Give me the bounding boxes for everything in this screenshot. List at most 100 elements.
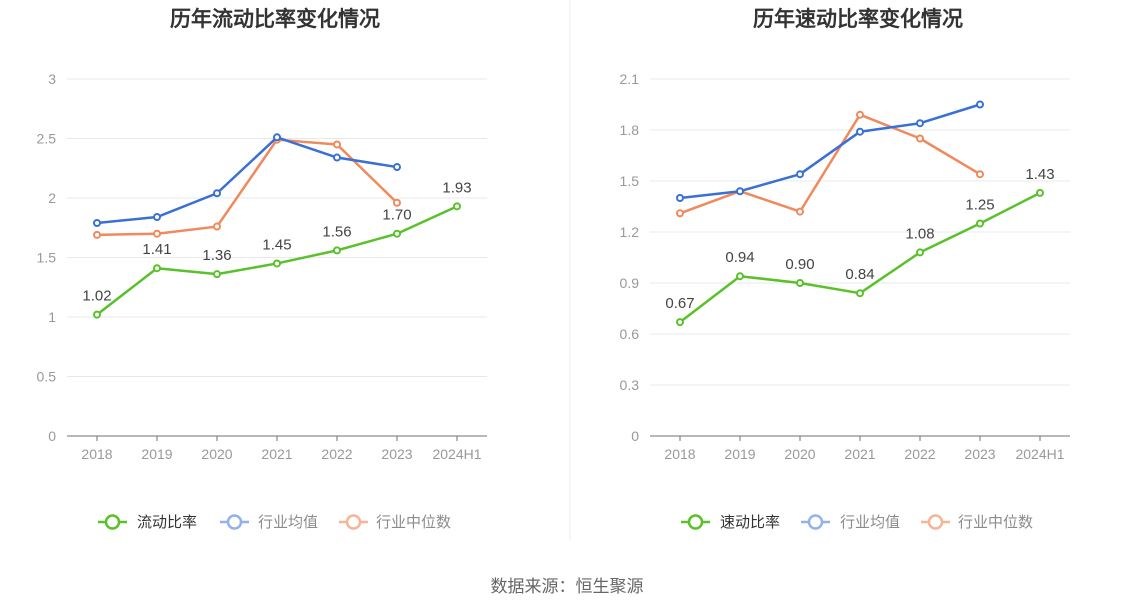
data-point[interactable] xyxy=(676,194,684,202)
data-point[interactable] xyxy=(676,318,684,327)
x-tick-label: 2022 xyxy=(904,446,935,462)
y-tick-label: 0.9 xyxy=(620,275,640,291)
x-tick-label: 2018 xyxy=(664,446,695,462)
data-label: 1.45 xyxy=(262,236,291,253)
data-label: 1.02 xyxy=(82,288,111,305)
data-point[interactable] xyxy=(736,272,744,281)
data-point[interactable] xyxy=(93,218,101,227)
data-label: 1.08 xyxy=(905,225,934,242)
data-point[interactable] xyxy=(153,229,161,238)
data-label: 0.84 xyxy=(845,266,874,283)
data-point[interactable] xyxy=(453,202,461,211)
data-point[interactable] xyxy=(93,310,101,319)
data-point[interactable] xyxy=(856,110,864,119)
data-label: 0.94 xyxy=(725,249,754,266)
x-tick-label: 2022 xyxy=(321,446,352,462)
data-point[interactable] xyxy=(333,140,341,149)
y-tick-label: 0.3 xyxy=(620,377,640,393)
series-line xyxy=(96,136,398,225)
data-point[interactable] xyxy=(273,259,281,268)
plot-quick-ratio: 0 0.3 0.6 0.9 1.2 1.5 1.8 2.1 2018 2019 2020 2021 20… xyxy=(620,71,1070,462)
data-point[interactable] xyxy=(736,187,744,196)
data-point[interactable] xyxy=(273,133,281,142)
series-line xyxy=(96,138,398,237)
x-tick-label: 2021 xyxy=(844,446,875,462)
chart-title-current-ratio: 历年流动比率变化情况 xyxy=(170,7,380,31)
y-tick-label: 1.8 xyxy=(620,122,640,138)
data-point[interactable] xyxy=(333,153,341,162)
y-tick-label: 2.1 xyxy=(620,71,640,87)
data-point[interactable] xyxy=(393,229,401,238)
data-point[interactable] xyxy=(856,127,864,136)
legend-circle-icon xyxy=(807,514,824,530)
data-label: 0.67 xyxy=(665,295,694,312)
y-tick-label: 1.2 xyxy=(620,224,640,240)
x-tick-label: 2019 xyxy=(724,446,755,462)
x-tick-label: 2021 xyxy=(261,446,292,462)
legend-label: 流动比率 xyxy=(137,514,197,531)
x-tick-label: 2019 xyxy=(141,446,172,462)
data-label: 1.93 xyxy=(442,179,471,196)
data-label: 1.43 xyxy=(1025,166,1054,183)
data-point[interactable] xyxy=(213,222,221,231)
legend-circle-icon xyxy=(104,514,121,530)
data-point[interactable] xyxy=(916,134,924,143)
series-line xyxy=(679,113,981,215)
x-tick-label: 2023 xyxy=(381,446,412,462)
data-point[interactable] xyxy=(393,163,401,172)
data-point[interactable] xyxy=(1036,188,1044,197)
y-tick-label: 0 xyxy=(631,428,639,444)
x-tick-label: 2020 xyxy=(201,446,232,462)
y-tick-label: 0 xyxy=(48,428,56,444)
data-point[interactable] xyxy=(856,289,864,298)
data-point[interactable] xyxy=(796,207,804,216)
legend-item-industry-median[interactable]: 行业中位数 xyxy=(339,514,451,531)
data-point[interactable] xyxy=(976,100,984,109)
legend-item-industry-mean[interactable]: 行业均值 xyxy=(801,514,900,531)
data-point[interactable] xyxy=(676,209,684,218)
data-label: 0.90 xyxy=(785,256,814,273)
x-tick-label: 2023 xyxy=(964,446,995,462)
data-point[interactable] xyxy=(393,198,401,207)
data-point[interactable] xyxy=(916,119,924,128)
legend-label: 行业中位数 xyxy=(376,514,451,531)
data-point[interactable] xyxy=(153,264,161,273)
y-tick-label: 0.6 xyxy=(620,326,640,342)
data-point[interactable] xyxy=(796,279,804,287)
legend-circle-icon xyxy=(345,514,362,530)
y-tick-label: 3 xyxy=(48,71,56,87)
chart-title-quick-ratio: 历年速动比率变化情况 xyxy=(753,7,963,31)
data-label: 1.56 xyxy=(322,223,351,240)
data-point[interactable] xyxy=(333,246,341,255)
data-label: 1.36 xyxy=(202,247,231,264)
legend-label: 行业均值 xyxy=(258,514,318,531)
data-point[interactable] xyxy=(916,248,924,257)
legend-circle-icon xyxy=(226,514,243,530)
series-line xyxy=(679,103,981,200)
legend-label: 速动比率 xyxy=(720,514,780,531)
y-tick-label: 1.5 xyxy=(37,250,57,266)
legend-label: 行业中位数 xyxy=(958,514,1033,531)
y-tick-label: 0.5 xyxy=(37,369,57,385)
data-point[interactable] xyxy=(796,170,804,179)
data-label: 1.41 xyxy=(142,241,171,258)
data-point[interactable] xyxy=(976,170,984,179)
data-point[interactable] xyxy=(976,219,984,228)
data-point[interactable] xyxy=(213,270,221,279)
legend-item-quick-ratio[interactable]: 速动比率 xyxy=(681,514,780,531)
x-tick-label: 2018 xyxy=(81,446,112,462)
data-point[interactable] xyxy=(213,189,221,198)
legend-label: 行业均值 xyxy=(840,514,900,531)
data-label: 1.70 xyxy=(382,207,411,224)
y-tick-label: 1.5 xyxy=(620,173,640,189)
legend-item-industry-median[interactable]: 行业中位数 xyxy=(921,514,1033,531)
legend-item-industry-mean[interactable]: 行业均值 xyxy=(220,514,318,531)
y-tick-label: 2.5 xyxy=(37,131,57,147)
data-point[interactable] xyxy=(153,213,161,222)
y-tick-label: 1 xyxy=(48,309,56,325)
plot-current-ratio: 0 0.5 1 1.5 2 2.5 3 2018 2019 2020 2021 2022 2023 202… xyxy=(37,71,487,462)
x-tick-label: 2024H1 xyxy=(432,446,481,462)
legend-item-current-ratio[interactable]: 流动比率 xyxy=(98,514,197,531)
data-point[interactable] xyxy=(93,230,101,239)
